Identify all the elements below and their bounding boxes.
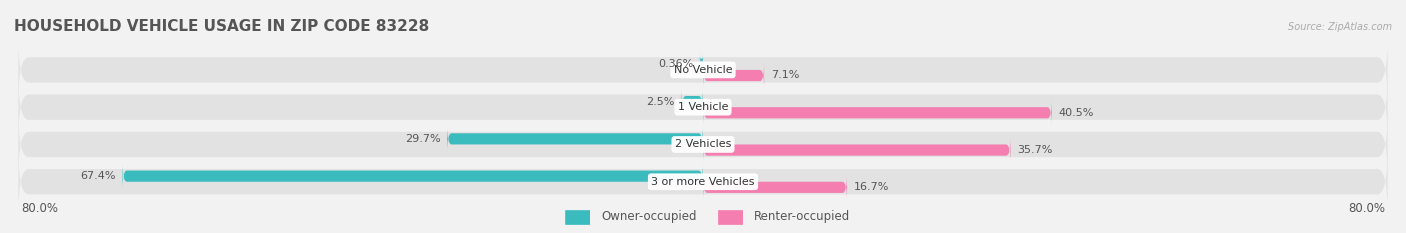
- FancyBboxPatch shape: [122, 163, 703, 189]
- Text: 2.5%: 2.5%: [647, 97, 675, 106]
- FancyBboxPatch shape: [699, 51, 704, 77]
- Text: Owner-occupied: Owner-occupied: [600, 210, 696, 223]
- Text: 35.7%: 35.7%: [1018, 145, 1053, 155]
- Text: 2 Vehicles: 2 Vehicles: [675, 140, 731, 149]
- Text: 3 or more Vehicles: 3 or more Vehicles: [651, 177, 755, 187]
- Text: 1 Vehicle: 1 Vehicle: [678, 102, 728, 112]
- Text: 80.0%: 80.0%: [21, 202, 58, 215]
- Text: 67.4%: 67.4%: [80, 171, 115, 181]
- Text: 29.7%: 29.7%: [405, 134, 440, 144]
- FancyBboxPatch shape: [703, 174, 846, 200]
- Text: 40.5%: 40.5%: [1059, 108, 1094, 118]
- FancyBboxPatch shape: [18, 75, 1388, 139]
- Text: No Vehicle: No Vehicle: [673, 65, 733, 75]
- FancyBboxPatch shape: [703, 137, 1011, 163]
- Text: Renter-occupied: Renter-occupied: [754, 210, 851, 223]
- FancyBboxPatch shape: [682, 89, 703, 115]
- FancyBboxPatch shape: [447, 126, 703, 152]
- FancyBboxPatch shape: [718, 210, 742, 225]
- FancyBboxPatch shape: [18, 38, 1388, 102]
- FancyBboxPatch shape: [18, 112, 1388, 177]
- FancyBboxPatch shape: [18, 150, 1388, 214]
- Text: HOUSEHOLD VEHICLE USAGE IN ZIP CODE 83228: HOUSEHOLD VEHICLE USAGE IN ZIP CODE 8322…: [14, 19, 429, 34]
- Text: 7.1%: 7.1%: [770, 71, 800, 80]
- Text: 0.36%: 0.36%: [658, 59, 693, 69]
- Text: 16.7%: 16.7%: [853, 182, 889, 192]
- Text: 80.0%: 80.0%: [1348, 202, 1385, 215]
- FancyBboxPatch shape: [703, 62, 763, 89]
- FancyBboxPatch shape: [703, 100, 1052, 126]
- FancyBboxPatch shape: [565, 210, 591, 225]
- Text: Source: ZipAtlas.com: Source: ZipAtlas.com: [1288, 22, 1392, 32]
